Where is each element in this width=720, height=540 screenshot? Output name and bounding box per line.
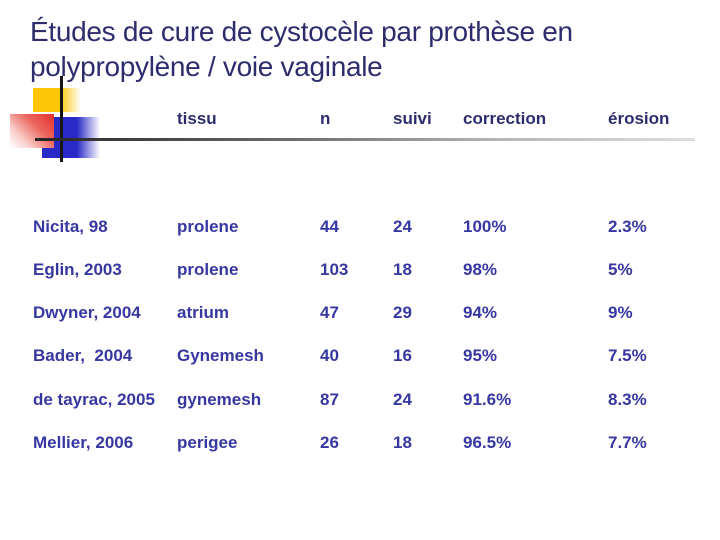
cell-correction: 94%	[463, 303, 498, 322]
cell-erosion: 7.7%	[608, 433, 647, 452]
yellow-square-decoration	[33, 88, 81, 112]
cell-n: 87	[320, 390, 339, 409]
cell-correction: 95%	[463, 346, 498, 365]
cell-tissu: prolene	[177, 260, 239, 279]
cell-erosion: 9%	[608, 303, 633, 322]
table-header-row: tissu n suivi correction érosion	[0, 107, 720, 131]
cell-suivi: 24	[393, 217, 412, 236]
cell-erosion: 2.3%	[608, 217, 647, 236]
slide-title-line-1: Études de cure de cystocèle par prothèse…	[30, 16, 573, 47]
slide-title: Études de cure de cystocèle par prothèse…	[30, 14, 573, 84]
cell-study: Eglin, 2003	[33, 260, 122, 279]
cell-study: Nicita, 98	[33, 217, 108, 236]
column-header-correction: correction	[463, 109, 547, 128]
cell-n: 26	[320, 433, 339, 452]
cell-tissu: prolene	[177, 217, 239, 236]
cell-study: Dwyner, 2004	[33, 303, 141, 322]
cell-erosion: 5%	[608, 260, 633, 279]
cell-n: 47	[320, 303, 339, 322]
cell-n: 103	[320, 260, 349, 279]
cell-correction: 96.5%	[463, 433, 512, 452]
vertical-crosshair-line	[60, 76, 63, 162]
column-header-suivi: suivi	[393, 109, 432, 128]
cell-suivi: 16	[393, 346, 412, 365]
column-header-n: n	[320, 109, 331, 128]
table-row: Eglin, 2003 prolene 103 18 98% 5%	[0, 258, 720, 282]
slide-title-line-2: polypropylène / voie vaginale	[30, 51, 383, 82]
cell-study: Bader, 2004	[33, 346, 133, 365]
red-square-decoration	[10, 114, 54, 148]
table-row: Mellier, 2006 perigee 26 18 96.5% 7.7%	[0, 431, 720, 455]
table-row: de tayrac, 2005 gynemesh 87 24 91.6% 8.3…	[0, 388, 720, 412]
cell-erosion: 7.5%	[608, 346, 647, 365]
cell-correction: 98%	[463, 260, 498, 279]
cell-n: 44	[320, 217, 339, 236]
cell-erosion: 8.3%	[608, 390, 647, 409]
cell-suivi: 29	[393, 303, 412, 322]
cell-suivi: 18	[393, 260, 412, 279]
cell-tissu: atrium	[177, 303, 229, 322]
cell-suivi: 18	[393, 433, 412, 452]
cell-suivi: 24	[393, 390, 412, 409]
cell-n: 40	[320, 346, 339, 365]
cell-correction: 91.6%	[463, 390, 512, 409]
cell-tissu: Gynemesh	[177, 346, 264, 365]
table-row: Nicita, 98 prolene 44 24 100% 2.3%	[0, 215, 720, 239]
column-header-tissu: tissu	[177, 109, 217, 128]
table-row: Bader, 2004 Gynemesh 40 16 95% 7.5%	[0, 344, 720, 368]
table-row: Dwyner, 2004 atrium 47 29 94% 9%	[0, 301, 720, 325]
cell-study: de tayrac, 2005	[33, 390, 155, 409]
cell-study: Mellier, 2006	[33, 433, 134, 452]
horizontal-rule	[35, 138, 695, 141]
column-header-erosion: érosion	[608, 109, 670, 128]
cell-tissu: gynemesh	[177, 390, 262, 409]
cell-tissu: perigee	[177, 433, 238, 452]
cell-correction: 100%	[463, 217, 507, 236]
